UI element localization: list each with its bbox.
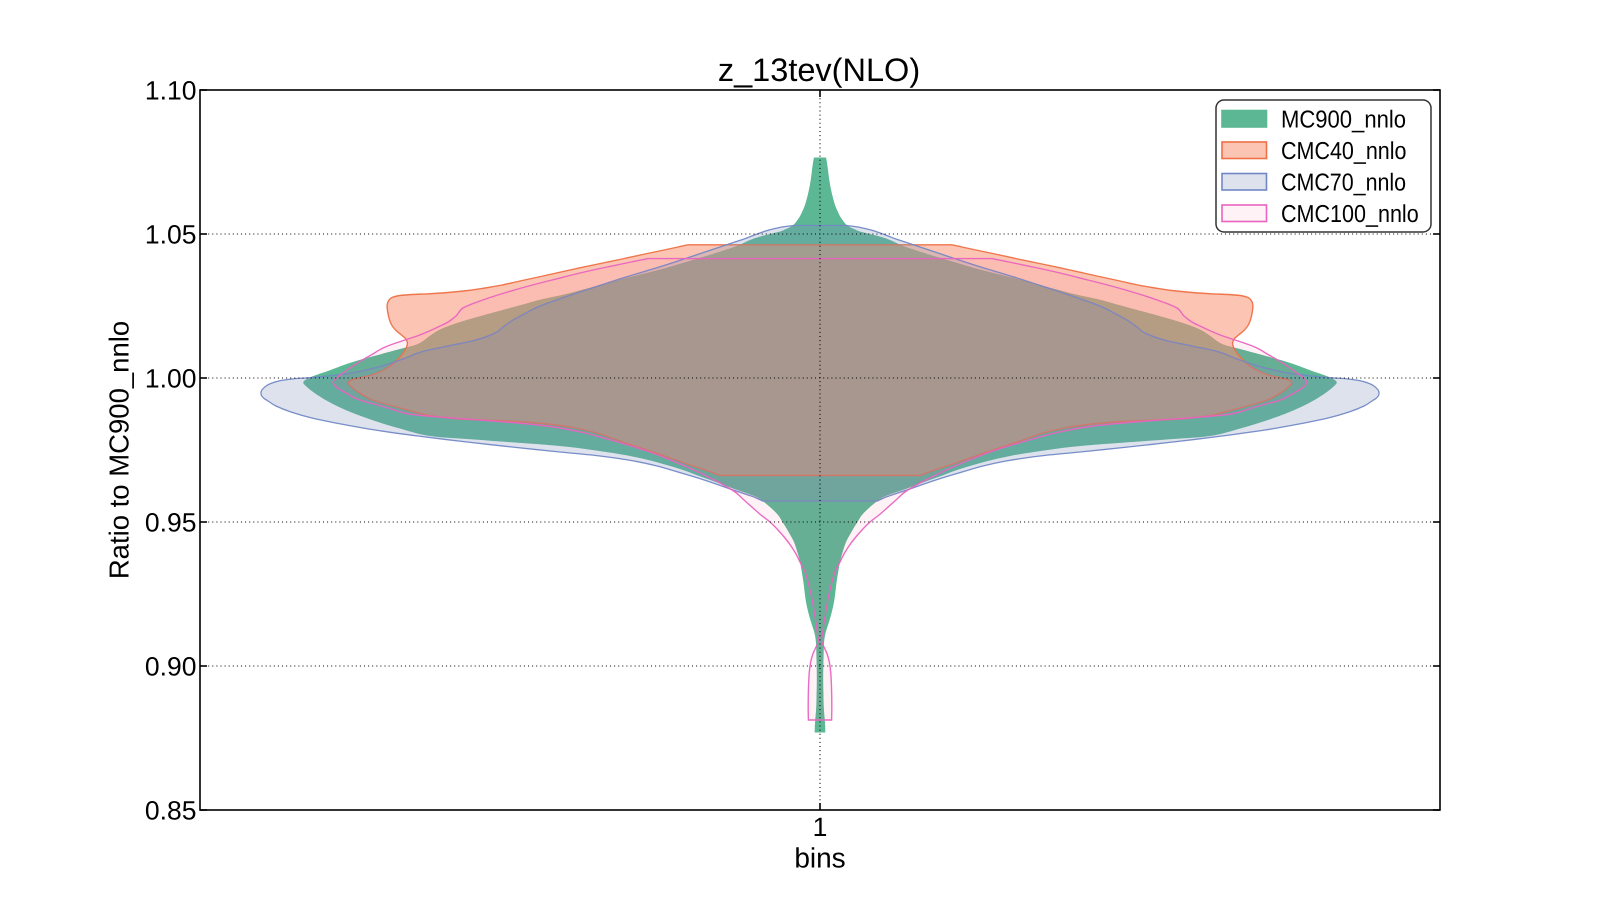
svg-text:Ratio to MC900_nnlo: Ratio to MC900_nnlo: [103, 321, 134, 579]
svg-text:1.10: 1.10: [145, 75, 197, 105]
svg-text:0.95: 0.95: [145, 507, 197, 537]
svg-text:1: 1: [813, 812, 828, 842]
svg-text:z_13tev(NLO): z_13tev(NLO): [718, 52, 920, 88]
svg-text:0.90: 0.90: [145, 651, 197, 681]
svg-text:1.05: 1.05: [145, 219, 197, 249]
svg-text:CMC70_nnlo: CMC70_nnlo: [1281, 170, 1406, 197]
svg-text:1.00: 1.00: [145, 363, 197, 393]
svg-text:bins: bins: [794, 843, 845, 874]
svg-text:0.85: 0.85: [145, 795, 197, 825]
svg-text:CMC100_nnlo: CMC100_nnlo: [1281, 201, 1419, 228]
svg-text:MC900_nnlo: MC900_nnlo: [1281, 107, 1406, 134]
svg-text:CMC40_nnlo: CMC40_nnlo: [1281, 138, 1407, 165]
